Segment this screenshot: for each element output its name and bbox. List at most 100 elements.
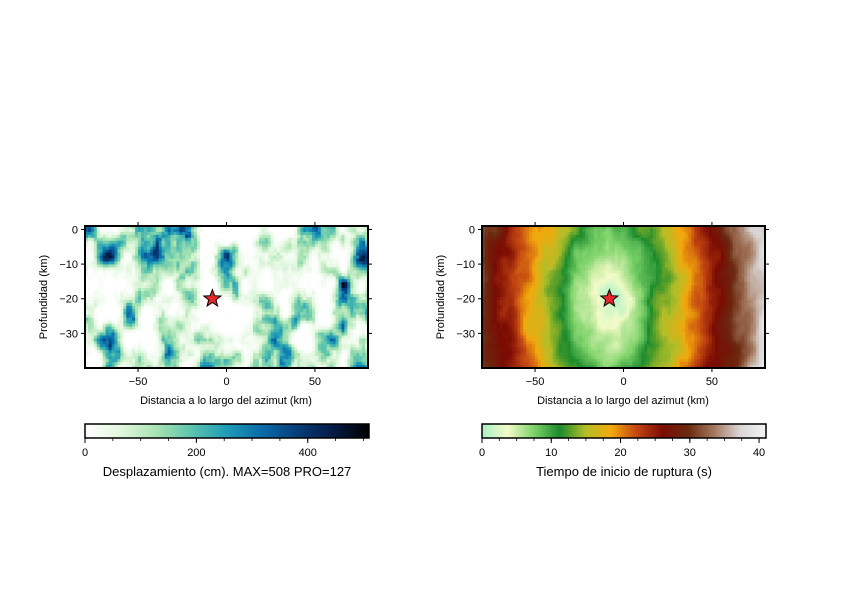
heatmap-cell — [220, 335, 225, 340]
heatmap-cell — [326, 261, 331, 266]
heatmap-cell — [149, 335, 154, 340]
heatmap-cell — [155, 294, 160, 298]
heatmap-cell — [297, 294, 301, 298]
heatmap-cell — [170, 347, 175, 351]
heatmap-cell — [161, 243, 166, 248]
heatmap-cell — [247, 267, 251, 271]
heatmap-cell — [105, 291, 110, 295]
heatmap-cell — [176, 302, 180, 307]
heatmap-cell — [141, 288, 145, 292]
heatmap-cell — [117, 231, 121, 236]
heatmap-cell — [552, 228, 557, 233]
heatmap-cell — [244, 231, 248, 236]
heatmap-cell — [188, 350, 192, 354]
heatmap-cell — [114, 323, 119, 328]
heatmap-cell — [164, 276, 169, 280]
heatmap-cell — [232, 240, 236, 245]
heatmap-cell — [158, 329, 163, 334]
heatmap-cell — [149, 305, 154, 310]
heatmap-cell — [244, 294, 248, 298]
heatmap-cell — [226, 356, 231, 360]
heatmap-cell — [179, 249, 183, 254]
heatmap-cell — [602, 226, 607, 230]
heatmap-cell — [126, 344, 130, 348]
heatmap-cell — [344, 243, 348, 248]
heatmap-cell — [152, 332, 157, 337]
heatmap-cell — [108, 237, 113, 242]
heatmap-cell — [238, 323, 242, 328]
heatmap-cell — [126, 267, 130, 271]
heatmap-cell — [311, 350, 316, 354]
heatmap-cell — [270, 291, 275, 295]
heatmap-cell — [288, 332, 292, 337]
heatmap-cell — [573, 226, 577, 230]
heatmap-cell — [161, 288, 166, 292]
heatmap-cell — [288, 299, 292, 304]
heatmap-cell — [303, 234, 307, 239]
heatmap-cell — [323, 362, 328, 366]
heatmap-cell — [129, 356, 133, 360]
heatmap-cell — [102, 320, 107, 325]
heatmap-cell — [99, 279, 104, 283]
heatmap-cell — [261, 308, 266, 313]
heatmap-cell — [247, 338, 251, 342]
heatmap-cell — [362, 273, 366, 277]
heatmap-cell — [170, 288, 175, 292]
heatmap-cell — [179, 291, 183, 295]
heatmap-cell — [199, 228, 204, 233]
heatmap-cell — [96, 305, 101, 310]
heatmap-cell — [300, 362, 304, 366]
heatmap-cell — [123, 320, 127, 325]
heatmap-cell — [223, 356, 228, 360]
heatmap-cell — [217, 302, 222, 307]
heatmap-cell — [261, 249, 266, 254]
heatmap-cell — [682, 226, 687, 230]
heatmap-cell — [294, 299, 298, 304]
heatmap-cell — [205, 317, 210, 322]
heatmap-cell — [199, 234, 204, 239]
heatmap-cell — [87, 294, 92, 298]
heatmap-cell — [261, 240, 266, 245]
heatmap-cell — [197, 320, 201, 325]
heatmap-cell — [205, 273, 210, 277]
heatmap-cell — [347, 365, 351, 369]
heatmap-cell — [264, 285, 269, 289]
heatmap-cell — [149, 282, 154, 286]
heatmap-cell — [311, 362, 316, 366]
heatmap-cell — [182, 267, 186, 271]
heatmap-cell — [241, 308, 245, 313]
heatmap-cell — [161, 365, 166, 369]
heatmap-cell — [194, 294, 198, 298]
heatmap-cell — [90, 246, 95, 251]
heatmap-cell — [258, 332, 263, 337]
heatmap-cell — [344, 323, 348, 328]
heatmap-cell — [226, 249, 231, 254]
heatmap-cell — [205, 359, 210, 363]
heatmap-cell — [191, 264, 195, 269]
heatmap-cell — [309, 252, 313, 257]
heatmap-cell — [273, 291, 278, 295]
heatmap-cell — [323, 288, 328, 292]
heatmap-cell — [102, 297, 107, 301]
heatmap-cell — [285, 320, 290, 325]
heatmap-cell — [332, 243, 337, 248]
heatmap-cell — [85, 255, 89, 260]
heatmap-cell — [314, 294, 319, 298]
heatmap-cell — [164, 264, 169, 269]
heatmap-cell — [347, 279, 351, 283]
heatmap-cell — [317, 326, 322, 331]
heatmap-cell — [288, 329, 292, 334]
heatmap-cell — [250, 279, 254, 283]
heatmap-cell — [244, 291, 248, 295]
heatmap-cell — [208, 255, 213, 260]
heatmap-cell — [576, 231, 580, 236]
heatmap-cell — [141, 258, 145, 263]
heatmap-cell — [90, 258, 95, 263]
heatmap-cell — [658, 228, 663, 233]
heatmap-cell — [117, 317, 121, 322]
heatmap-cell — [276, 234, 281, 239]
heatmap-cell — [549, 226, 554, 230]
heatmap-cell — [149, 267, 154, 271]
heatmap-cell — [211, 246, 216, 251]
heatmap-cell — [214, 231, 219, 236]
